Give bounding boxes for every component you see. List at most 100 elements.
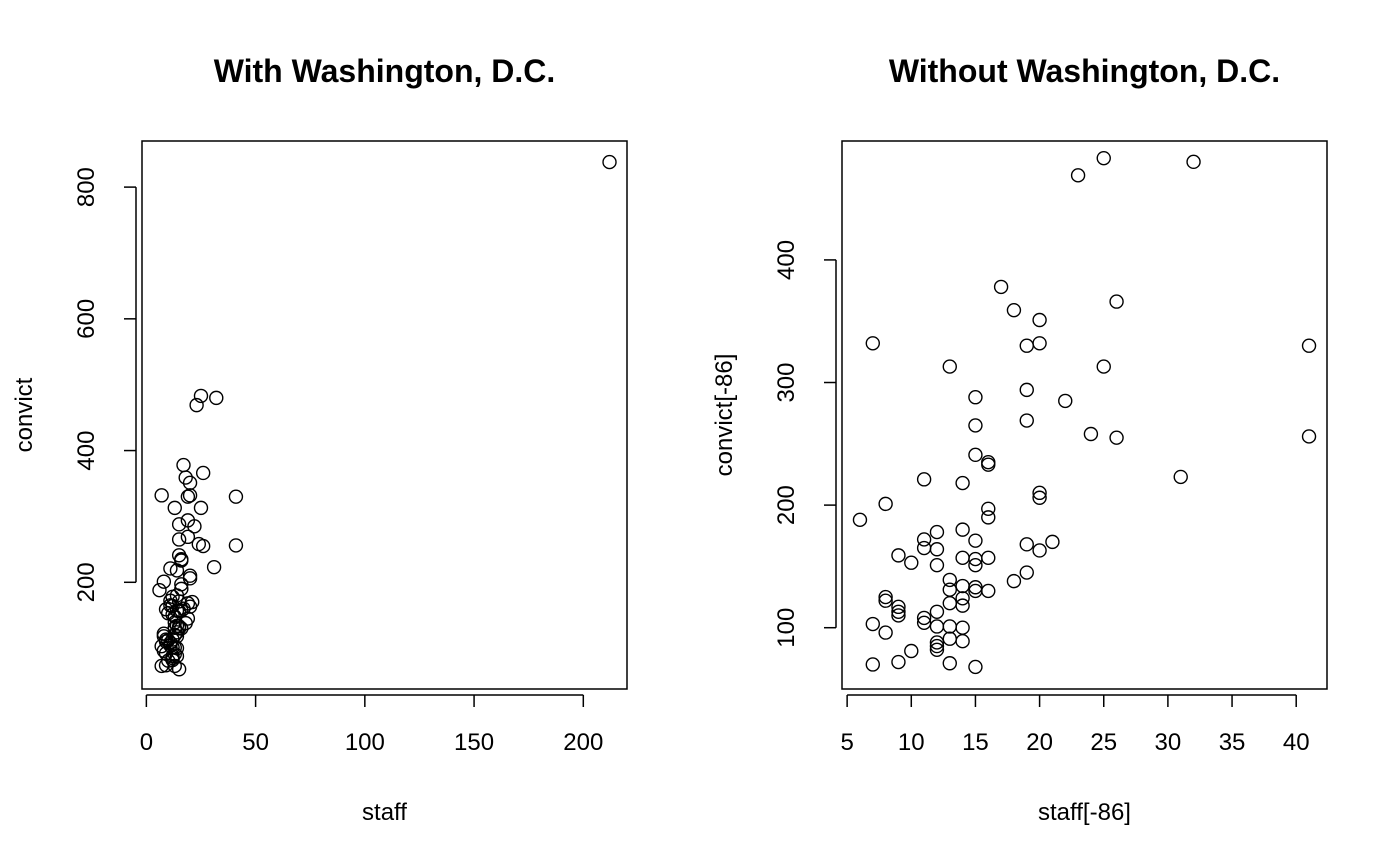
data-point [189,397,204,413]
data-point [167,658,182,674]
x-tick-label: 40 [1283,729,1310,756]
data-point [1032,312,1047,328]
data-point [158,646,174,661]
data-point [1045,534,1060,550]
data-point [929,638,945,654]
data-point [228,489,244,504]
data-point [942,572,957,588]
data-point [929,524,945,540]
data-point [968,557,983,573]
data-point [929,542,945,557]
data-point [1019,413,1034,428]
data-point [156,574,172,589]
data-point [968,418,983,433]
y-tick-label: 200 [73,562,100,602]
data-point [1109,294,1124,309]
data-point [865,657,880,672]
data-point [942,359,957,374]
x-axis-label: staff [362,799,407,826]
data-point [904,555,919,570]
data-point [968,390,983,405]
x-tick-label: 200 [563,729,603,756]
y-tick-label: 100 [773,608,800,648]
data-point [187,519,202,534]
data-point [968,659,983,675]
data-point [167,500,182,516]
data-point [916,472,932,487]
x-tick-label: 0 [140,729,153,756]
data-point [955,550,970,566]
data-point [865,616,880,632]
data-point [171,662,187,677]
data-point [180,489,196,504]
data-point [1058,393,1073,409]
data-point [1083,426,1099,442]
y-tick-label: 600 [73,299,100,339]
y-tick-label: 200 [773,485,800,525]
data-point [891,654,906,670]
chart-title: With Washington, D.C. [214,53,556,89]
data-point [1301,338,1317,353]
data-point [981,501,996,516]
data-point [916,610,932,626]
data-point [955,591,970,606]
data-point [968,447,983,463]
data-point [1096,359,1111,374]
data-point [209,390,224,406]
data-point [968,533,983,548]
data-point [1006,573,1022,589]
data-point [1019,382,1034,398]
y-axis-label: convict[-86] [711,354,738,477]
data-point [602,154,617,170]
data-point [171,517,187,532]
data-point [916,615,932,630]
y-tick-label: 400 [773,240,800,280]
data-point [878,593,893,608]
panel-without-dc: Without Washington, D.C. 5 10 15 20 25 30 35 40 1… [711,53,1328,826]
data-point [942,656,957,671]
x-tick-label: 20 [1026,729,1053,756]
x-tick-label: 150 [454,729,494,756]
data-point [182,488,198,503]
data-point [152,583,167,598]
panel-with-dc: With Washington, D.C. 0 50 100 150 200 200 400 6… [11,53,628,826]
data-point [1070,168,1086,183]
data-point [878,589,893,605]
x-tick-label: 15 [962,729,989,756]
data-point [1173,469,1188,485]
x-tick-label: 10 [898,729,925,756]
data-point [154,488,169,503]
x-tick-label: 50 [242,729,269,756]
data-point [182,571,198,586]
data-point [942,582,957,597]
data-point [955,522,970,537]
data-point [942,619,957,634]
data-point [852,512,868,528]
data-point [176,457,191,473]
data-point [929,635,945,650]
data-point [193,500,209,516]
data-point [195,465,211,481]
data-point [1096,150,1111,166]
chart-title: Without Washington, D.C. [889,53,1280,89]
data-point [955,578,970,594]
data-point [981,510,996,525]
data-point [891,599,906,615]
x-tick-label: 30 [1155,729,1182,756]
x-tick-label: 35 [1219,729,1246,756]
data-point [1186,154,1201,170]
data-point [163,561,178,576]
y-tick-label: 800 [73,167,100,207]
data-point [174,581,189,597]
data-point [1019,565,1034,580]
x-tick-label: 100 [345,729,385,756]
data-point [1019,338,1034,353]
data-point [878,496,893,512]
plot-frame [841,140,1328,690]
data-point [176,601,191,616]
data-point [167,609,182,624]
data-point [206,559,222,575]
data-point [993,279,1009,295]
data-point [891,548,906,563]
data-point [955,598,970,613]
